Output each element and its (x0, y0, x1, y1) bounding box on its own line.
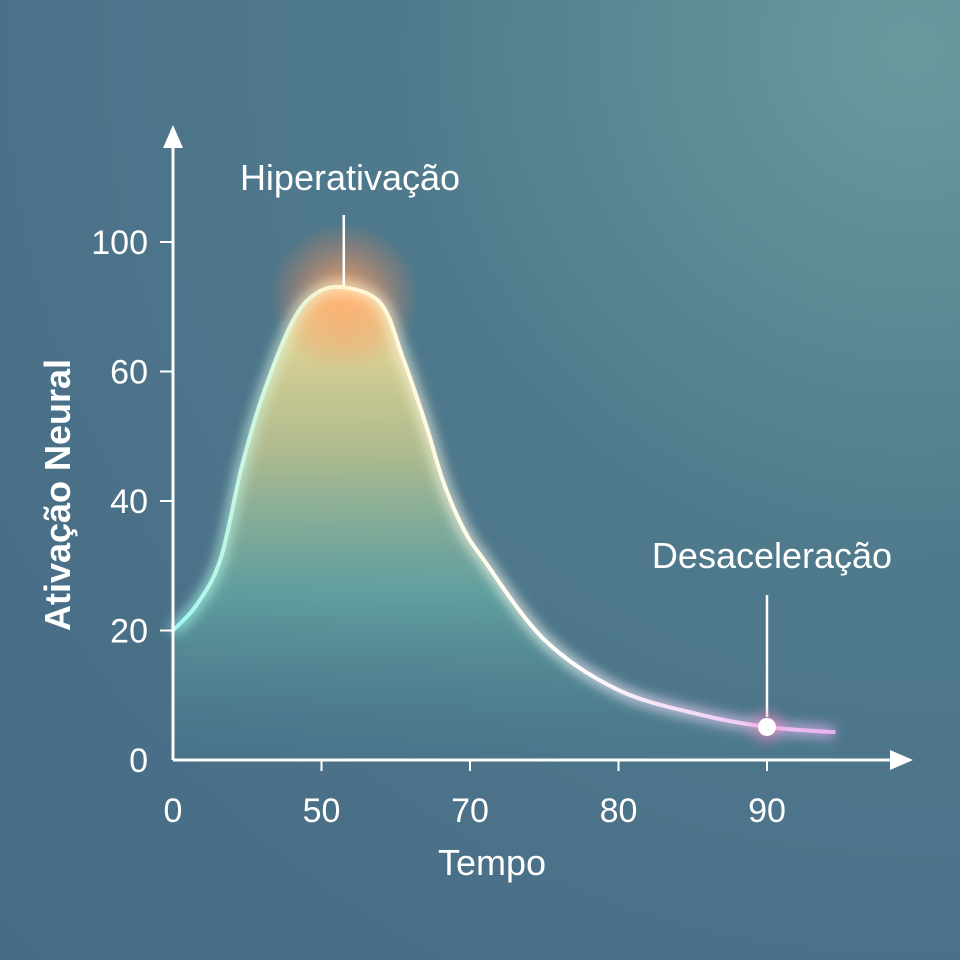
x-tick-label: 90 (748, 792, 786, 830)
annotation-label: Desaceleração (652, 535, 892, 576)
y-axis-arrow (163, 125, 183, 148)
x-tick-label: 70 (451, 792, 489, 830)
y-axis-title: Ativação Neural (37, 359, 78, 631)
y-tick-label: 100 (91, 224, 148, 262)
y-tick-label: 20 (110, 613, 148, 651)
peak-glow (268, 222, 419, 373)
x-axis-title: Tempo (438, 842, 546, 883)
y-tick-label: 40 (110, 483, 148, 521)
y-tick-label: 60 (110, 354, 148, 392)
x-tick-label: 80 (600, 792, 638, 830)
series-line (171, 284, 836, 735)
annotation-marker (758, 717, 776, 736)
area-fill (173, 286, 834, 760)
x-tick-label: 50 (303, 792, 341, 830)
x-axis-arrow (890, 750, 913, 770)
y-tick-label: 0 (129, 742, 148, 780)
x-tick-label: 0 (164, 792, 183, 830)
annotation-label: Hiperativação (240, 157, 460, 198)
